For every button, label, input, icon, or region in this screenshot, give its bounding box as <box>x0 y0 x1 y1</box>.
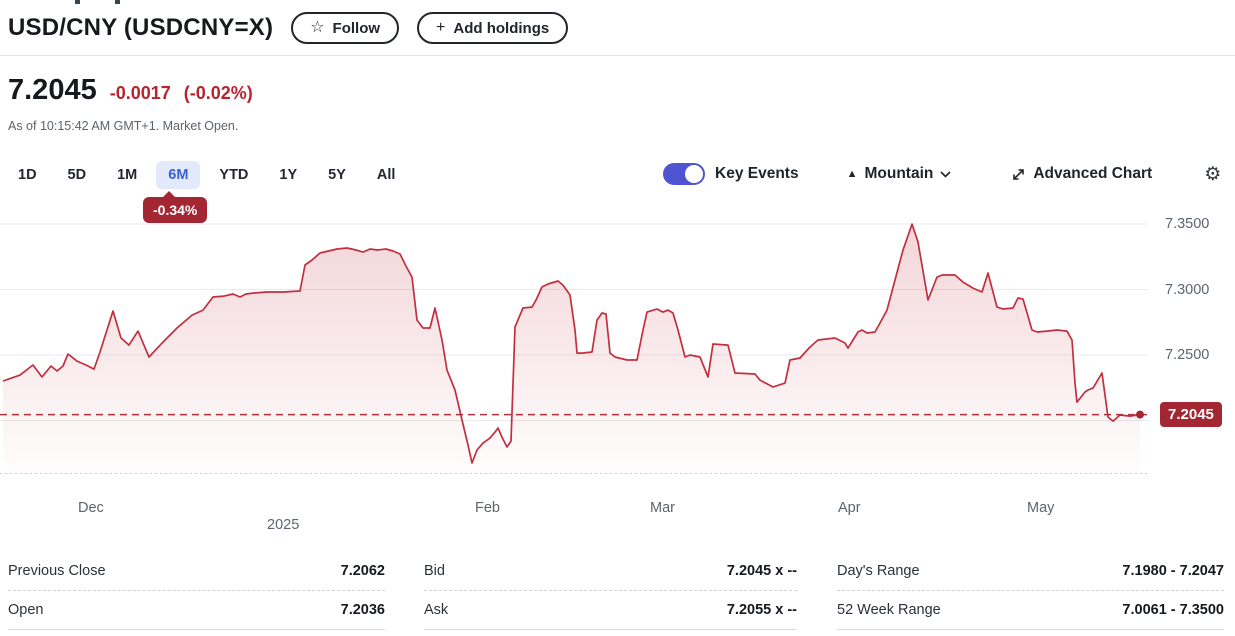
chevron-down-icon <box>940 170 951 178</box>
stat-value: 7.2062 <box>340 563 385 579</box>
clipped-top-content <box>115 0 120 4</box>
clipped-top-content <box>75 0 80 4</box>
y-tick-label: 7.2500 <box>1165 347 1210 364</box>
range-change-badge: -0.34% <box>143 191 208 223</box>
advanced-chart-link[interactable]: Advanced Chart <box>1011 165 1152 183</box>
tab-1m[interactable]: 1M <box>105 161 149 189</box>
plus-icon: + <box>436 19 446 36</box>
as-of-timestamp: As of 10:15:42 AM GMT+1. Market Open. <box>8 119 239 133</box>
stat-value: 7.2055 x -- <box>726 602 797 618</box>
y-tick-label: 7.3500 <box>1165 216 1210 233</box>
stat-label: Day's Range <box>837 563 920 579</box>
follow-button[interactable]: ☆ Follow <box>291 12 400 44</box>
page-title: USD/CNY (USDCNY=X) <box>8 14 274 41</box>
gear-icon[interactable]: ⚙ <box>1204 163 1222 185</box>
stat-value: 7.0061 - 7.3500 <box>1122 602 1224 618</box>
time-range-tabs: 1D 5D 1M 6M YTD 1Y 5Y All <box>6 161 414 189</box>
stat-row: Day's Range 7.1980 - 7.2047 <box>837 552 1224 591</box>
stat-value: 7.2036 <box>340 602 385 618</box>
stats-column: Previous Close 7.2062 Open 7.2036 <box>8 552 385 630</box>
stat-row: Ask 7.2055 x -- <box>424 591 797 630</box>
tab-1d[interactable]: 1D <box>6 161 49 189</box>
current-price: 7.2045 <box>8 74 97 106</box>
stat-value: 7.2045 x -- <box>726 563 797 579</box>
y-tick-label: 7.3000 <box>1165 281 1210 298</box>
stat-label: 52 Week Range <box>837 602 941 618</box>
stat-label: Ask <box>424 602 449 618</box>
chart-type-dropdown[interactable]: ▲ Mountain <box>847 165 952 183</box>
chart-type-label: Mountain <box>864 165 934 182</box>
chart-plot[interactable] <box>0 210 1152 474</box>
stat-row: Open 7.2036 <box>8 591 385 630</box>
price-change: -0.0017 <box>109 83 171 103</box>
add-holdings-label: Add holdings <box>453 19 550 37</box>
follow-button-label: Follow <box>332 19 381 37</box>
expand-arrows-icon <box>1013 168 1025 180</box>
star-icon: ☆ <box>310 19 325 36</box>
x-tick-label: May <box>1027 500 1055 516</box>
x-tick-label: Dec <box>78 500 104 516</box>
x-tick-label: Apr <box>838 500 861 516</box>
tab-ytd[interactable]: YTD <box>207 161 260 189</box>
x-tick-label: Mar <box>650 500 675 516</box>
stat-label: Bid <box>424 563 445 579</box>
advanced-chart-label: Advanced Chart <box>1033 165 1153 182</box>
stat-value: 7.1980 - 7.2047 <box>1122 563 1224 579</box>
price-chart[interactable]: 7.3500 7.3000 7.2500 7.2045 Dec 2025 Feb Mar A… <box>0 210 1235 540</box>
stat-row: 52 Week Range 7.0061 - 7.3500 <box>837 591 1224 630</box>
x-tick-label: 2025 <box>267 517 300 533</box>
tab-1y[interactable]: 1Y <box>267 161 309 189</box>
stats-column: Bid 7.2045 x -- Ask 7.2055 x -- <box>424 552 797 630</box>
add-holdings-button[interactable]: + Add holdings <box>417 12 569 44</box>
tab-6m[interactable]: 6M <box>156 161 201 189</box>
stat-label: Open <box>8 602 44 618</box>
toggle-knob <box>685 165 703 183</box>
header-divider <box>0 55 1235 56</box>
tab-all[interactable]: All <box>365 161 408 189</box>
mountain-icon: ▲ <box>846 168 858 180</box>
stat-row: Bid 7.2045 x -- <box>424 552 797 591</box>
stats-column: Day's Range 7.1980 - 7.2047 52 Week Range 7… <box>837 552 1224 630</box>
stat-row: Previous Close 7.2062 <box>8 552 385 591</box>
key-events-toggle[interactable] <box>663 163 705 185</box>
x-tick-label: Feb <box>475 500 500 516</box>
tab-5d[interactable]: 5D <box>56 161 99 189</box>
price-change-percent: (-0.02%) <box>183 83 253 103</box>
tab-5y[interactable]: 5Y <box>316 161 358 189</box>
current-price-badge: 7.2045 <box>1160 401 1222 427</box>
stat-label: Previous Close <box>8 563 106 579</box>
key-events-label: Key Events <box>715 165 799 182</box>
